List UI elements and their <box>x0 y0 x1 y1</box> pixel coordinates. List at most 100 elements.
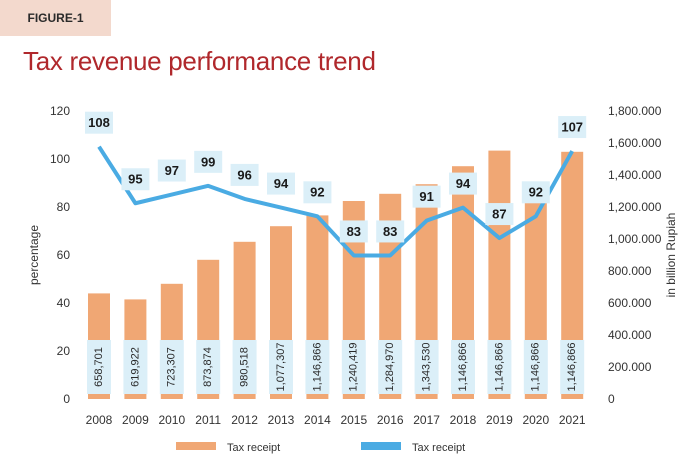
x-axis-tick: 2008 <box>86 413 113 427</box>
x-axis-tick: 2012 <box>231 413 258 427</box>
bar-value-label: 619,922 <box>129 347 141 387</box>
line-value-label: 92 <box>310 185 324 200</box>
line-value-box <box>267 172 295 195</box>
left-axis-tick: 40 <box>57 296 71 310</box>
line-value-box <box>303 181 332 204</box>
x-axis-tick: 2015 <box>340 413 367 427</box>
bar-value-box <box>159 340 184 394</box>
bar-value-label: 658,701 <box>93 347 105 387</box>
bar-value-label: 1,240,419 <box>348 343 360 392</box>
right-axis-tick: 200.000 <box>608 360 652 374</box>
line-value-label: 95 <box>128 172 142 187</box>
line-value-box <box>121 168 150 191</box>
bar-value-box <box>341 340 366 394</box>
bar-2021 <box>561 151 584 399</box>
line-value-label: 97 <box>165 163 179 178</box>
bar-value-label: 1,146,866 <box>493 343 505 392</box>
bar-value-label: 1,077,307 <box>275 343 287 392</box>
line-value-label: 83 <box>347 224 361 239</box>
left-axis-title: percentage <box>27 225 41 285</box>
right-axis-tick: 600.000 <box>608 296 652 310</box>
x-axis-tick: 2013 <box>268 413 295 427</box>
figure-badge: FIGURE-1 <box>0 0 111 36</box>
bar-value-label: 873,874 <box>202 347 214 387</box>
line-value-box <box>485 203 514 226</box>
line-value-box <box>194 150 223 173</box>
line-value-label: 94 <box>274 176 289 191</box>
right-axis-tick: 1,800.000 <box>608 104 662 118</box>
right-axis-tick: 800.000 <box>608 264 652 278</box>
chart-title: Tax revenue performance trend <box>23 46 376 76</box>
x-axis-tick: 2021 <box>559 413 586 427</box>
axes-layer: 0 20 40 60 80 100 120 0 200.000 400.000 600.000 800… <box>27 104 678 427</box>
legend-swatch-line <box>361 442 401 450</box>
x-axis-tick: 2020 <box>522 413 549 427</box>
legend-label-line: Tax receipt <box>412 442 465 454</box>
legend-label-bar: Tax receipt <box>227 442 280 454</box>
bar-value-box <box>487 340 512 394</box>
line-series <box>97 145 574 258</box>
right-axis-tick: 1,200.000 <box>608 200 662 214</box>
bar-value-box <box>451 340 475 394</box>
line-value-box <box>521 181 550 204</box>
line-value-box <box>85 111 113 134</box>
bars-layer: 658,701 619,922 723,307 873,874 980,518 1,077… <box>87 150 585 399</box>
line-value-label: 87 <box>492 206 506 221</box>
bar-value-label: 980,518 <box>239 347 251 387</box>
bar-value-label: 1,284,970 <box>384 343 396 392</box>
bar-value-label: 723,307 <box>166 347 178 387</box>
bar-value-label: 1,146,866 <box>530 343 542 392</box>
line-value-box <box>376 220 405 243</box>
right-axis-tick: 400.000 <box>608 328 652 342</box>
bar-value-box <box>123 340 148 394</box>
x-axis-tick: 2018 <box>450 413 477 427</box>
line-value-box <box>339 220 368 243</box>
left-axis-tick: 60 <box>57 248 71 262</box>
line-value-label: 107 <box>561 119 583 134</box>
legend: Tax receipt Tax receipt <box>176 442 465 454</box>
left-axis-tick: 0 <box>63 392 70 406</box>
bar-value-label: 1,343,530 <box>421 343 433 392</box>
right-axis-tick: 1,400.000 <box>608 168 662 182</box>
bar-value-label: 1,146,866 <box>311 343 323 392</box>
legend-swatch-bar <box>176 442 216 450</box>
left-axis-tick: 80 <box>57 200 71 214</box>
bar-value-box <box>196 340 221 394</box>
right-axis-tick: 0 <box>608 392 615 406</box>
line-value-label: 92 <box>529 185 543 200</box>
bar-value-label: 1,146,866 <box>457 343 469 392</box>
line-value-box <box>157 159 186 182</box>
bar-value-box <box>378 340 403 394</box>
line-value-label: 96 <box>237 167 251 182</box>
bar-value-label: 1,146,866 <box>566 343 578 392</box>
right-axis-tick: 1,000.000 <box>608 232 662 246</box>
x-axis-tick: 2011 <box>195 413 221 427</box>
bar-value-box <box>87 340 111 394</box>
line-value-label: 91 <box>419 189 433 204</box>
left-axis-tick: 20 <box>57 344 71 358</box>
bar-value-box <box>560 340 585 394</box>
line-value-label: 99 <box>201 154 215 169</box>
bar-value-box <box>269 340 293 394</box>
line-value-box <box>412 185 441 208</box>
line-value-box <box>230 163 259 186</box>
bar-value-box <box>523 340 548 394</box>
line-layer: 108 95 97 99 96 94 92 83 83 91 94 87 92 107 <box>85 111 587 258</box>
line-value-box <box>558 116 587 139</box>
left-axis-tick: 120 <box>50 104 70 118</box>
bar-value-box <box>414 340 439 394</box>
right-axis-tick: 1,600.000 <box>608 136 662 150</box>
bar-value-box <box>305 340 330 394</box>
line-value-label: 108 <box>88 115 110 130</box>
x-axis-tick: 2019 <box>486 413 513 427</box>
line-value-label: 83 <box>383 224 397 239</box>
x-axis-tick: 2014 <box>304 413 331 427</box>
x-axis-tick: 2017 <box>413 413 440 427</box>
left-axis-tick: 100 <box>50 152 70 166</box>
line-value-label: 94 <box>456 176 471 191</box>
right-axis-title: in billion Rupiah <box>664 213 678 298</box>
x-axis-tick: 2010 <box>158 413 185 427</box>
line-value-box <box>449 172 477 195</box>
x-axis-tick: 2016 <box>377 413 404 427</box>
